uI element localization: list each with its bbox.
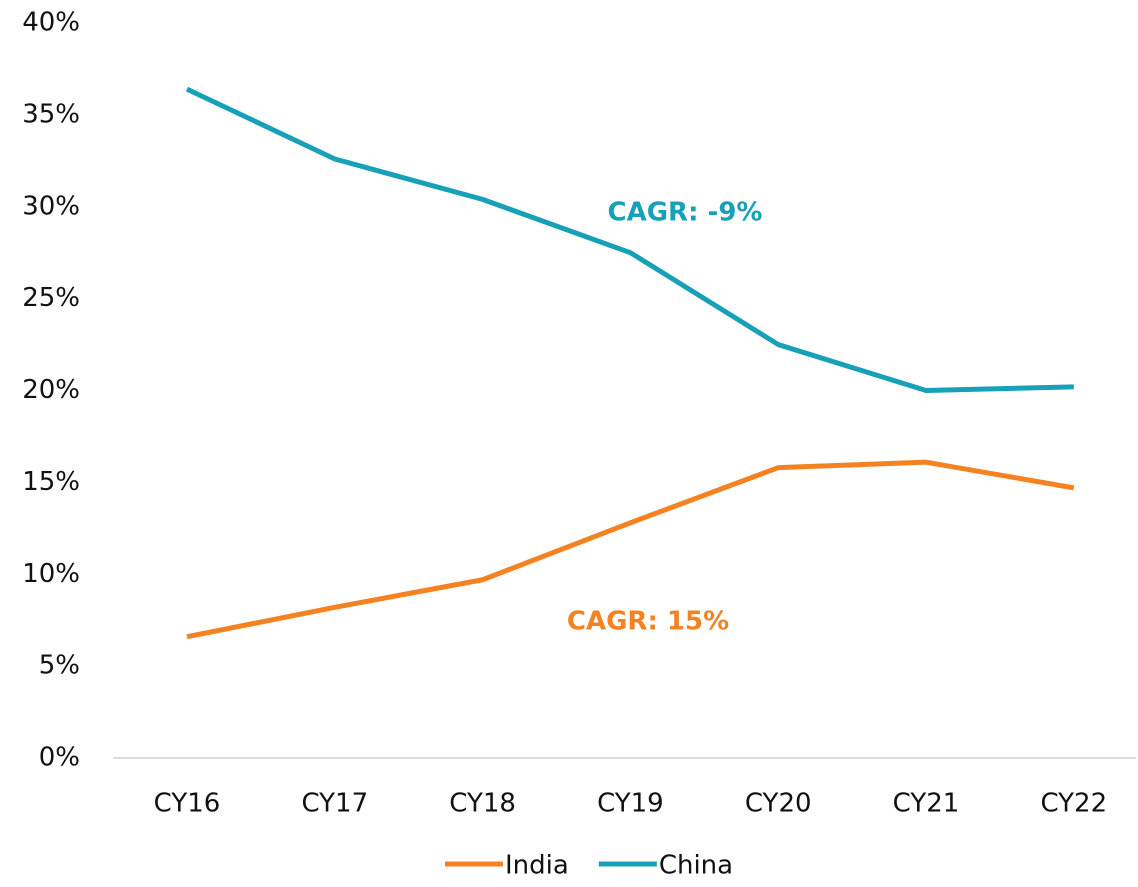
y-tick-label: 10% <box>22 559 80 589</box>
y-tick-label: 25% <box>22 283 80 313</box>
y-tick-label: 30% <box>22 191 80 221</box>
annotation: CAGR: -9% <box>608 198 763 228</box>
y-tick-label: 5% <box>39 651 80 681</box>
x-tick-label: CY19 <box>597 789 664 819</box>
y-tick-label: 20% <box>22 375 80 405</box>
y-tick-label: 0% <box>39 743 80 773</box>
x-tick-label: CY20 <box>745 789 812 819</box>
x-tick-label: CY21 <box>893 789 960 819</box>
annotation: CAGR: 15% <box>567 607 729 637</box>
legend-label: India <box>505 851 569 881</box>
x-tick-label: CY17 <box>301 789 368 819</box>
x-tick-label: CY16 <box>154 789 221 819</box>
x-tick-label: CY22 <box>1040 789 1107 819</box>
y-tick-label: 40% <box>22 8 80 38</box>
y-tick-label: 15% <box>22 467 80 497</box>
line-series <box>185 86 1074 393</box>
y-tick-label: 35% <box>22 99 80 129</box>
legend-label: China <box>659 851 733 881</box>
x-tick-label: CY18 <box>449 789 516 819</box>
line-series <box>186 459 1075 640</box>
